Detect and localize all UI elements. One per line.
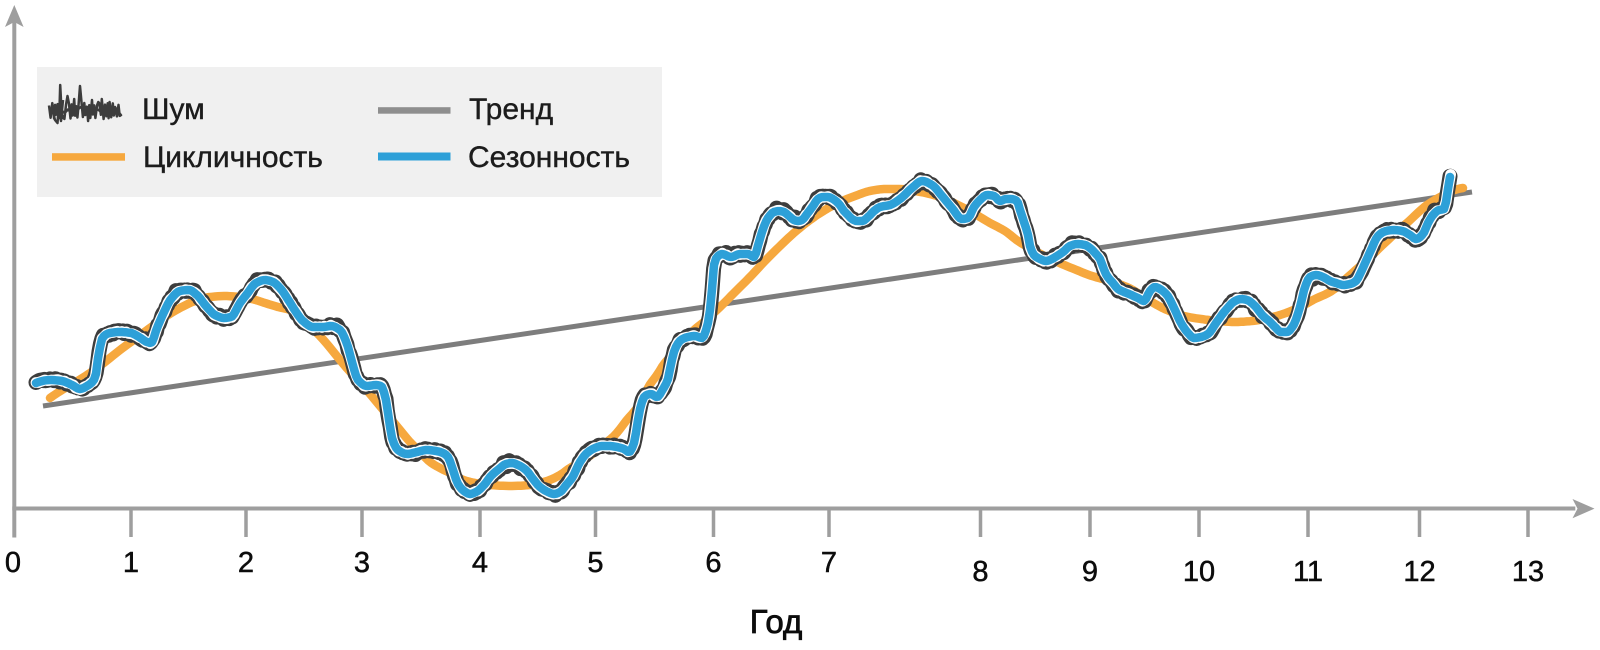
svg-text:Тренд: Тренд bbox=[469, 93, 553, 126]
svg-text:11: 11 bbox=[1293, 556, 1323, 588]
svg-text:0: 0 bbox=[5, 547, 21, 579]
svg-text:1: 1 bbox=[123, 547, 139, 579]
svg-text:2: 2 bbox=[238, 547, 254, 579]
svg-text:Шум: Шум bbox=[142, 93, 205, 126]
svg-text:6: 6 bbox=[705, 547, 721, 579]
svg-text:5: 5 bbox=[587, 547, 603, 579]
svg-text:4: 4 bbox=[472, 547, 488, 579]
svg-text:12: 12 bbox=[1403, 556, 1435, 588]
svg-text:13: 13 bbox=[1512, 556, 1544, 588]
svg-text:Сезонность: Сезонность bbox=[468, 141, 630, 174]
svg-text:3: 3 bbox=[354, 547, 370, 579]
svg-text:Год: Год bbox=[750, 603, 803, 640]
svg-text:10: 10 bbox=[1183, 556, 1215, 588]
svg-text:9: 9 bbox=[1082, 556, 1098, 588]
svg-text:7: 7 bbox=[821, 547, 837, 579]
svg-text:8: 8 bbox=[972, 556, 988, 588]
svg-text:Цикличность: Цикличность bbox=[143, 141, 323, 174]
